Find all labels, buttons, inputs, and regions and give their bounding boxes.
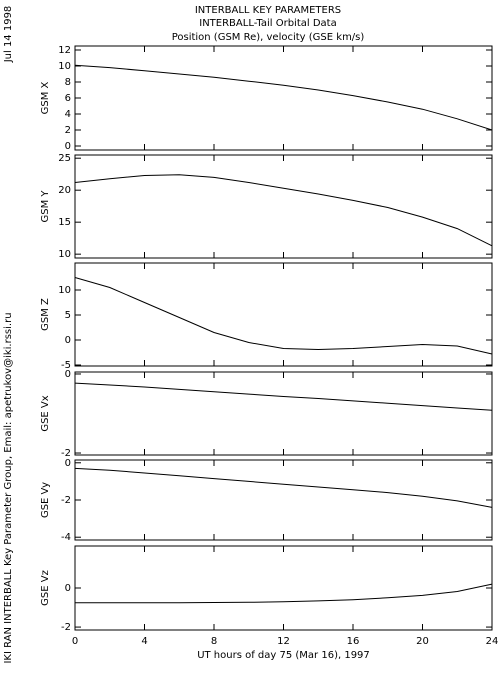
data-line <box>75 583 493 604</box>
y-tick-label: 6 <box>65 93 71 104</box>
y-tick-label: -2 <box>61 448 71 459</box>
y-tick-label: 20 <box>58 185 71 196</box>
x-tick-label: 8 <box>211 636 217 647</box>
x-axis-label: UT hours of day 75 (Mar 16), 1997 <box>197 650 370 661</box>
data-line <box>74 277 493 355</box>
credit-label: IKI RAN INTERBALL Key Parameter Group, E… <box>3 312 14 663</box>
x-tick-label: 12 <box>277 636 290 647</box>
y-tick-label: -2 <box>61 495 71 506</box>
y-tick-label: 10 <box>58 285 71 296</box>
data-line <box>74 174 493 247</box>
x-tick-label: 20 <box>416 636 429 647</box>
date-label: Jul 14 1998 <box>3 6 14 64</box>
panel-frame <box>74 371 493 456</box>
y-tick-label: 4 <box>65 109 71 120</box>
y-tick-label: 10 <box>58 249 71 260</box>
data-line <box>74 382 493 411</box>
y-tick-label: 0 <box>65 369 71 380</box>
y-tick-label: 0 <box>65 335 71 346</box>
y-axis-label: GSE Vz <box>40 570 51 606</box>
x-tick-label: 0 <box>72 636 78 647</box>
y-tick-label: 10 <box>58 61 71 72</box>
y-tick-label: -4 <box>61 532 71 543</box>
panel-frame <box>74 45 493 151</box>
y-axis-label: GSM Y <box>40 190 51 223</box>
y-tick-label: 12 <box>58 45 71 56</box>
x-tick-label: 16 <box>347 636 360 647</box>
y-tick-label: 5 <box>65 310 71 321</box>
y-axis-label: GSE Vx <box>40 395 51 431</box>
y-axis-label: GSE Vy <box>40 482 51 518</box>
x-tick-label: 24 <box>486 636 499 647</box>
panel-frame <box>74 262 493 367</box>
y-tick-label: 15 <box>58 217 71 228</box>
y-tick-label: 25 <box>58 153 71 164</box>
x-tick-label: 4 <box>141 636 147 647</box>
title-line: Position (GSM Re), velocity (GSE km/s) <box>172 32 365 43</box>
panel-frame <box>74 154 493 259</box>
data-line <box>74 467 493 508</box>
title-line: INTERBALL-Tail Orbital Data <box>199 18 336 29</box>
y-tick-label: -2 <box>61 622 71 633</box>
y-tick-label: 8 <box>65 77 71 88</box>
y-tick-label: 0 <box>65 141 71 152</box>
panel-frame <box>74 545 493 631</box>
data-line <box>74 64 493 131</box>
y-tick-label: 0 <box>65 583 71 594</box>
title-line: INTERBALL KEY PARAMETERS <box>195 5 341 16</box>
y-tick-label: -5 <box>61 360 71 371</box>
y-axis-label: GSM X <box>40 81 51 114</box>
y-axis-label: GSM Z <box>40 298 51 331</box>
y-tick-label: 0 <box>65 458 71 469</box>
y-tick-label: 2 <box>65 125 71 136</box>
